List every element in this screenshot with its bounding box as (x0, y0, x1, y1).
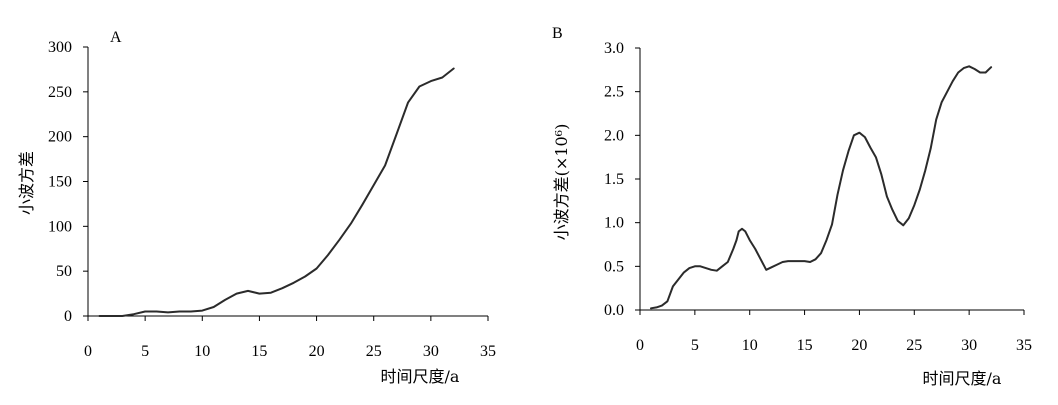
panel-b-x-tick-label: 25 (906, 337, 922, 354)
panel-a-y-tick-label: 50 (56, 263, 72, 280)
panel-b-y-tick-label: 1.0 (604, 215, 624, 232)
panel-a-y-tick-label: 250 (48, 84, 72, 101)
panel-b: B 小波方差(×10⁶) 时间尺度/a 0 5 10 15 20 25 30 35 0.0 0.5… (552, 25, 1032, 388)
panel-a-y-tick-label: 100 (48, 218, 72, 235)
panel-a-x-tick-label: 30 (423, 343, 439, 360)
panel-a-y-tick-label: 300 (48, 39, 72, 56)
panel-a-series-line (98, 67, 455, 317)
panel-b-x-tick-label: 15 (797, 337, 813, 354)
panel-a-label: A (110, 29, 122, 46)
panel-a-x-tick-label: 20 (309, 343, 325, 360)
panel-b-label: B (552, 25, 563, 42)
panel-b-x-tick-label: 30 (961, 337, 977, 354)
panel-a-x-tick-label: 35 (480, 343, 496, 360)
panel-a-x-tick-label: 10 (194, 343, 210, 360)
panel-a-y-tick-label: 150 (48, 174, 72, 191)
panel-a-x-axis-title: 时间尺度/a (381, 367, 460, 386)
panel-a-x-tick-label: 0 (84, 343, 92, 360)
panel-b-x-tick-label: 35 (1016, 337, 1032, 354)
panel-a: A 小波方差 时间尺度/a 0 5 10 15 20 25 30 35 0 50 100 150 200… (17, 29, 496, 386)
panel-b-series-line (650, 65, 993, 310)
panel-a-y-tick-label: 0 (64, 308, 72, 325)
panel-a-y-axis-title: 小波方差 (17, 151, 36, 215)
panel-b-x-tick-label: 5 (691, 337, 699, 354)
panel-b-y-axis-title: 小波方差(×10⁶) (552, 124, 571, 241)
panel-a-x-tick-label: 15 (251, 343, 267, 360)
panel-b-x-tick-label: 10 (742, 337, 758, 354)
panel-a-y-tick-label: 200 (48, 129, 72, 146)
panel-a-x-tick-label: 5 (141, 343, 149, 360)
panel-b-y-tick-label: 3.0 (604, 40, 624, 57)
panel-b-x-tick-label: 0 (636, 337, 644, 354)
panel-b-y-tick-label: 0.5 (604, 258, 624, 275)
panel-b-x-axis-title: 时间尺度/a (923, 369, 1002, 388)
panel-b-x-tick-label: 20 (851, 337, 867, 354)
panel-b-y-tick-label: 0.0 (604, 302, 624, 319)
panel-b-y-tick-label: 2.5 (604, 84, 624, 101)
panel-a-x-tick-label: 25 (366, 343, 382, 360)
panel-b-y-tick-label: 1.5 (604, 171, 624, 188)
panel-b-y-tick-label: 2.0 (604, 127, 624, 144)
